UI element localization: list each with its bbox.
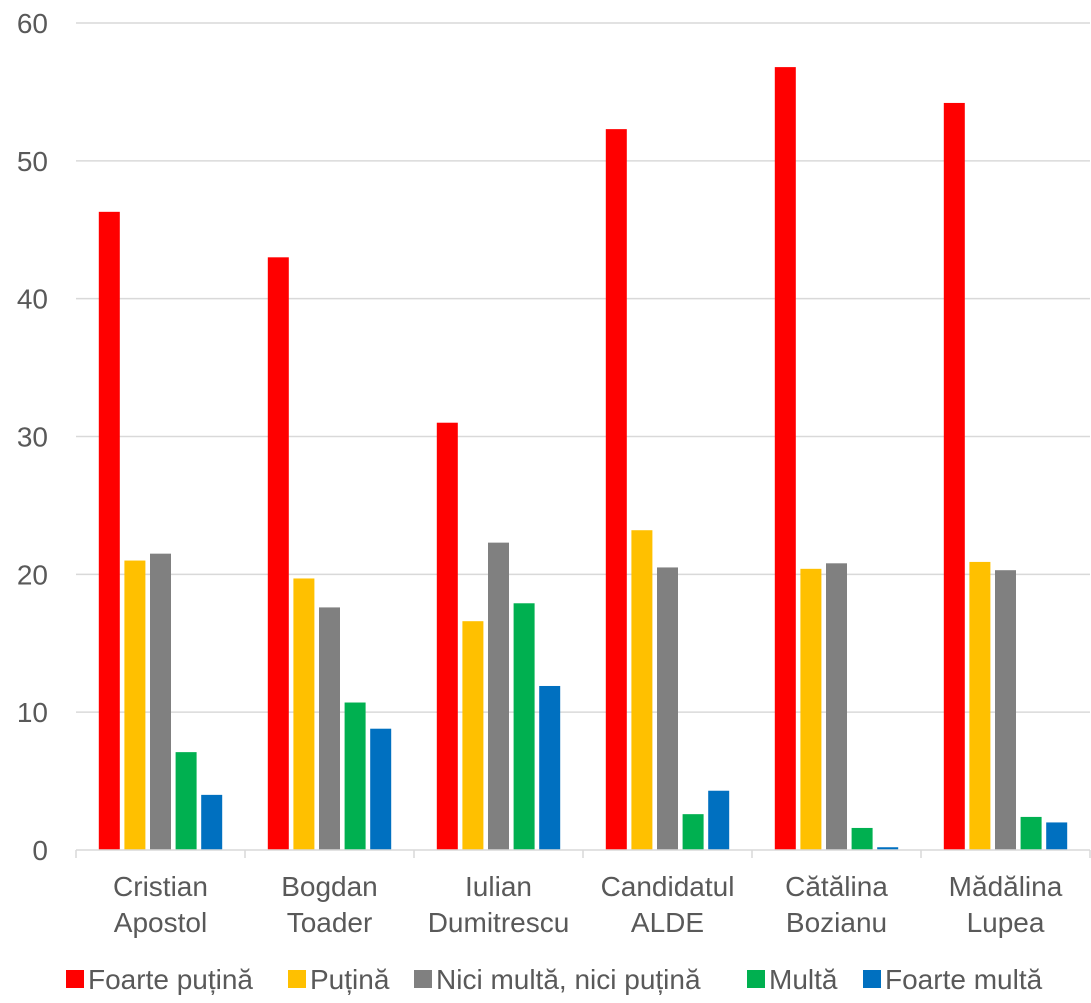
legend-label: Puțină [310, 964, 390, 995]
x-category-label: Candidatul [601, 871, 735, 902]
bar [488, 542, 509, 850]
bar [774, 67, 796, 850]
bar [150, 553, 171, 850]
legend-swatch [414, 970, 432, 988]
x-category-label: Lupea [967, 907, 1045, 938]
bar [851, 827, 873, 850]
bar [124, 560, 146, 850]
legend-swatch [288, 970, 306, 988]
bar [995, 570, 1016, 850]
legend-label: Multă [769, 964, 838, 995]
legend-swatch [747, 970, 765, 988]
legend: Foarte puțină Puțină Nici multă, nici puți… [66, 964, 1043, 995]
bar [605, 129, 627, 851]
bar [657, 567, 678, 850]
bar [682, 814, 704, 850]
y-tick-label: 60 [17, 8, 48, 39]
x-category-label: ALDE [631, 907, 704, 938]
bar [370, 728, 392, 850]
legend-label: Nici multă, nici puțină [436, 964, 701, 995]
x-category-label: Dumitrescu [428, 907, 570, 938]
legend-label: Foarte puțină [88, 964, 253, 995]
legend-label: Foarte multă [885, 964, 1043, 995]
bars [98, 67, 1068, 851]
x-category-label: Bogdan [281, 871, 378, 902]
x-category-label: Bozianu [786, 907, 887, 938]
legend-swatch [66, 970, 84, 988]
x-category-label: Cristian [113, 871, 208, 902]
x-category-label: Iulian [465, 871, 532, 902]
x-category-label: Toader [287, 907, 373, 938]
y-tick-label: 20 [17, 559, 48, 590]
bar [877, 847, 899, 850]
bar [1046, 822, 1068, 850]
y-tick-label: 40 [17, 284, 48, 315]
bar [800, 568, 822, 850]
bar [513, 603, 535, 850]
x-category-label: Mădălina [949, 871, 1063, 902]
bar [708, 790, 730, 850]
bar [98, 211, 120, 850]
bar [293, 578, 315, 850]
bar [1020, 816, 1042, 850]
bar [826, 563, 847, 850]
bar [175, 752, 197, 850]
bar [539, 685, 561, 850]
y-tick-label: 10 [17, 697, 48, 728]
bar [436, 422, 458, 850]
bar [319, 607, 340, 850]
bar [969, 561, 991, 850]
y-tick-label: 30 [17, 422, 48, 453]
x-category-label: Apostol [114, 907, 207, 938]
x-axis: Cristian Apostol Bogdan Toader Iulian Dumitre… [75, 849, 1091, 938]
y-tick-label: 50 [17, 146, 48, 177]
y-axis-tick-labels: 0 10 20 30 40 50 60 [17, 8, 48, 866]
x-category-label: Cătălina [785, 871, 888, 902]
bar [462, 621, 484, 850]
bar [344, 702, 366, 850]
bar [631, 530, 653, 850]
legend-swatch [863, 970, 881, 988]
bar [267, 257, 289, 851]
gridlines [76, 22, 1090, 713]
y-tick-label: 0 [32, 835, 48, 866]
bar [943, 102, 965, 850]
bar [201, 794, 223, 850]
